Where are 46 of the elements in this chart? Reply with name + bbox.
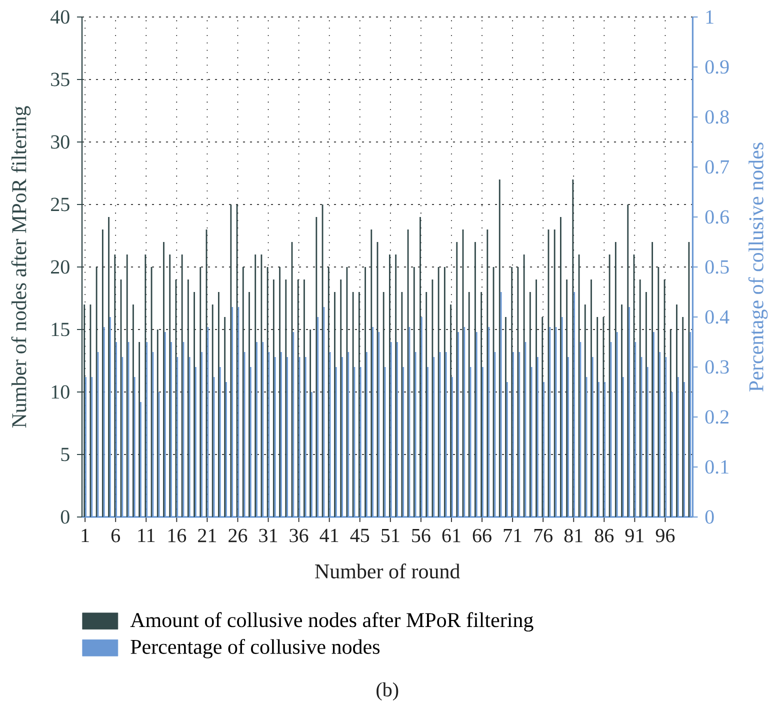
y-axis-title: Number of nodes after MPoR filtering xyxy=(11,106,31,428)
y-tick-label: 20 xyxy=(51,260,70,274)
y-tick-label: 30 xyxy=(51,135,70,149)
text: (b) xyxy=(376,682,398,701)
x-tick-label: 91 xyxy=(625,528,644,542)
x-tick-label: 1 xyxy=(82,528,89,542)
y2-tick-label: 0.8 xyxy=(705,110,729,124)
x-tick-label: 66 xyxy=(472,528,492,542)
x-tick-label: 16 xyxy=(168,528,186,542)
x-tick-label: 26 xyxy=(228,528,248,542)
y2-tick-label: 0.6 xyxy=(705,210,729,224)
x-tick-label: 86 xyxy=(594,528,614,542)
x-tick-label: 31 xyxy=(259,528,278,542)
y-tick-label: 35 xyxy=(51,72,70,86)
y2-axis-title: Percentage of collusive nodes xyxy=(748,142,768,392)
x-tick-label: 96 xyxy=(656,528,675,542)
x-tick-label: 76 xyxy=(534,528,552,542)
y2-tick-label: 0.2 xyxy=(705,410,728,424)
x-tick-label: 61 xyxy=(442,528,460,542)
y-tick-label: 40 xyxy=(50,10,70,24)
x-tick-label: 51 xyxy=(382,528,400,542)
y2-tick-label: 0.5 xyxy=(705,260,729,274)
x-tick-label: 81 xyxy=(564,528,582,542)
y2-tick-label: 1 xyxy=(706,10,714,24)
y-tick-label: 0 xyxy=(60,510,70,524)
x-tick-label: 71 xyxy=(504,528,522,542)
x-tick-label: 21 xyxy=(198,528,216,542)
x-tick-label: 11 xyxy=(138,528,155,542)
y2-tick-label: 0.9 xyxy=(705,60,729,74)
x-tick-label: 6 xyxy=(111,528,120,542)
y-tick-label: 25 xyxy=(51,198,70,212)
y2-tick-label: 0.3 xyxy=(705,360,729,374)
legend-label: Amount of collusive nodes after MPoR filtering xyxy=(130,612,534,632)
x-tick-label: 41 xyxy=(320,528,338,542)
y2-tick-label: 0.1 xyxy=(705,460,728,474)
x-axis-title: Number of round xyxy=(315,563,460,578)
x-tick-label: 36 xyxy=(290,528,308,542)
y-tick-label: 5 xyxy=(61,448,70,462)
y2-tick-label: 0.7 xyxy=(705,160,729,174)
x-tick-label: 45 xyxy=(350,528,370,542)
y2-tick-label: 0 xyxy=(705,510,714,524)
legend-label: Percentage of collusive nodes xyxy=(130,638,380,658)
y-tick-label: 10 xyxy=(52,385,70,399)
y2-tick-label: 0.4 xyxy=(705,310,730,324)
y-tick-label: 15 xyxy=(52,322,70,336)
x-tick-label: 56 xyxy=(412,528,430,542)
